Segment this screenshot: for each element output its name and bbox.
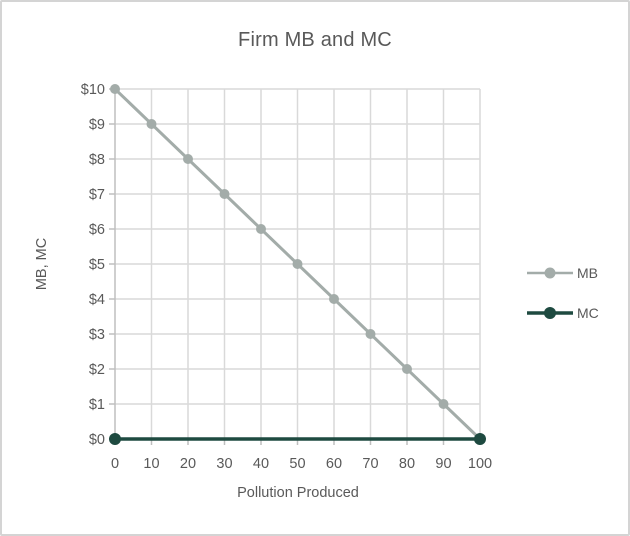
series-marker-mb: [365, 329, 376, 339]
series-marker-mb: [183, 154, 193, 164]
series-marker-mb: [219, 189, 230, 199]
series-marker-mb: [146, 119, 157, 129]
x-tick-label: 100: [468, 456, 492, 472]
legend-label-mc: MC: [577, 305, 599, 321]
y-tick-label: $10: [81, 82, 105, 98]
y-tick-label: $4: [89, 292, 105, 308]
chart-title: Firm MB and MC: [238, 29, 392, 51]
y-tick-label: $3: [89, 327, 105, 343]
x-axis-title: Pollution Produced: [237, 485, 359, 501]
legend-item-mb: MB: [526, 265, 599, 281]
x-tick-label: 80: [399, 456, 415, 472]
series-marker-mc: [474, 433, 486, 445]
series-marker-mb: [329, 294, 339, 304]
y-tick-label: $2: [89, 362, 105, 378]
series-marker-mb: [292, 259, 303, 269]
series-marker-mb: [256, 224, 266, 234]
x-tick-label: 90: [435, 456, 451, 472]
series-marker-mb: [402, 364, 412, 374]
y-tick-label: $1: [89, 397, 105, 413]
x-tick-label: 10: [143, 456, 159, 472]
series-marker-mc: [109, 433, 121, 445]
mc-legend-swatch: [527, 307, 573, 319]
legend-item-mc: MC: [526, 305, 599, 321]
x-tick-label: 50: [289, 456, 305, 472]
mb-legend-swatch: [527, 267, 573, 279]
y-tick-label: $9: [89, 117, 105, 133]
y-tick-label: $5: [89, 257, 105, 273]
x-tick-label: 70: [362, 456, 378, 472]
y-tick-label: $7: [89, 187, 105, 203]
legend: MB MC: [526, 265, 599, 321]
x-tick-label: 40: [253, 456, 269, 472]
series-marker-mb: [438, 399, 449, 409]
y-tick-label: $8: [89, 152, 105, 168]
x-tick-label: 30: [216, 456, 232, 472]
y-tick-label: $6: [89, 222, 105, 238]
x-tick-label: 0: [111, 456, 119, 472]
y-tick-label: $0: [89, 432, 105, 448]
series-marker-mb: [110, 84, 120, 94]
legend-label-mb: MB: [577, 265, 598, 281]
x-tick-label: 20: [180, 456, 196, 472]
x-tick-label: 60: [326, 456, 342, 472]
